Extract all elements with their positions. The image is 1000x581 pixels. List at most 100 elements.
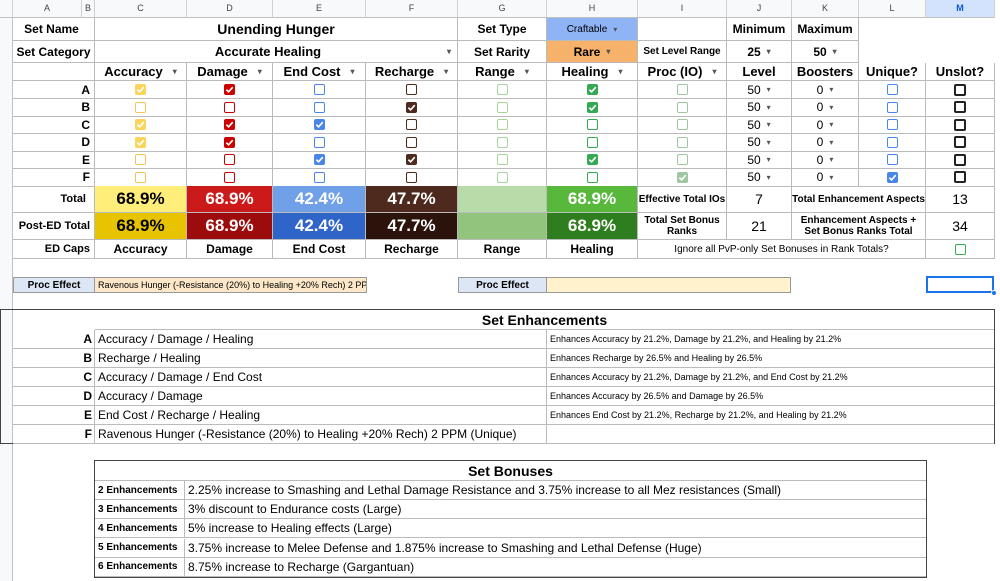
checkbox-checked[interactable] (406, 154, 417, 165)
checkbox-unchecked[interactable] (954, 118, 966, 131)
checkbox-checked[interactable] (586, 84, 598, 95)
checkbox-checked[interactable] (406, 101, 417, 113)
checkbox-unchecked[interactable] (313, 101, 325, 113)
grid-header-healing[interactable]: Healing ▾ (547, 63, 638, 81)
grid-row-e-boosters-dropdown[interactable]: 0 ▾ (792, 151, 859, 169)
grid-header-proc-io-[interactable]: Proc (IO) ▾ (638, 63, 727, 81)
checkbox-checked[interactable] (313, 119, 325, 130)
grid-row-a-boosters-dropdown[interactable]: 0 ▾ (792, 81, 859, 99)
checkbox-unchecked[interactable] (496, 119, 508, 130)
checkbox-unchecked[interactable] (406, 171, 417, 183)
grid-row-c-boosters-dropdown[interactable]: 0 ▾ (792, 116, 859, 134)
column-header-C[interactable]: C (95, 0, 187, 18)
column-header-E[interactable]: E (273, 0, 366, 18)
grid-header-unslot-[interactable]: Unslot? (926, 63, 995, 81)
checkbox-checked[interactable] (676, 171, 688, 183)
column-header-A[interactable]: A (13, 0, 82, 18)
checkbox-unchecked[interactable] (496, 101, 508, 113)
grid-row-d-level-dropdown[interactable]: 50 ▾ (727, 133, 792, 152)
grid-header-level[interactable]: Level (727, 63, 792, 81)
checkbox-unchecked[interactable] (224, 154, 235, 165)
grid-row-e-level-dropdown[interactable]: 50 ▾ (727, 151, 792, 169)
checkbox-checked[interactable] (135, 84, 146, 95)
checkbox-unchecked[interactable] (954, 243, 966, 255)
checkbox-unchecked[interactable] (954, 136, 966, 148)
checkbox-checked[interactable] (586, 154, 598, 165)
grid-header-recharge[interactable]: Recharge ▾ (366, 63, 458, 81)
grid-row-b-level-dropdown[interactable]: 50 ▾ (727, 98, 792, 117)
checkbox-unchecked[interactable] (496, 171, 508, 183)
column-header-L[interactable]: L (859, 0, 926, 18)
checkbox-unchecked[interactable] (406, 84, 417, 95)
checkbox-unchecked[interactable] (954, 101, 966, 113)
grid-header-accuracy[interactable]: Accuracy ▾ (95, 63, 187, 81)
checkbox-checked[interactable] (586, 101, 598, 113)
checkbox-unchecked[interactable] (886, 119, 898, 130)
checkbox-unchecked[interactable] (586, 119, 598, 130)
checkbox-unchecked[interactable] (676, 101, 688, 113)
checkbox-unchecked[interactable] (496, 84, 508, 95)
grid-header-boosters[interactable]: Boosters (792, 63, 859, 81)
column-header-G[interactable]: G (458, 0, 547, 18)
column-header-F[interactable]: F (366, 0, 458, 18)
grid-row-b-boosters-dropdown[interactable]: 0 ▾ (792, 98, 859, 117)
checkbox-unchecked[interactable] (676, 136, 688, 148)
checkbox-unchecked[interactable] (135, 154, 146, 165)
checkbox-unchecked[interactable] (586, 136, 598, 148)
checkbox-unchecked[interactable] (586, 171, 598, 183)
grid-header-end-cost[interactable]: End Cost ▾ (273, 63, 366, 81)
grid-row-a-level-dropdown[interactable]: 50 ▾ (727, 81, 792, 99)
checkbox-unchecked[interactable] (676, 154, 688, 165)
column-header-D[interactable]: D (187, 0, 273, 18)
checkbox-unchecked[interactable] (954, 153, 966, 166)
set-category-dropdown[interactable]: Accurate Healing ▾ (95, 41, 458, 63)
max-level-dropdown[interactable]: 50 ▾ (792, 41, 859, 63)
checkbox-checked[interactable] (313, 154, 325, 165)
checkbox-checked[interactable] (224, 136, 235, 148)
checkbox-unchecked[interactable] (886, 84, 898, 95)
grid-header-damage[interactable]: Damage ▾ (187, 63, 273, 81)
checkbox-checked[interactable] (135, 119, 146, 130)
checkbox-checked[interactable] (224, 84, 235, 95)
checkbox-unchecked[interactable] (313, 84, 325, 95)
checkbox-unchecked[interactable] (954, 171, 966, 183)
column-header-M[interactable]: M (926, 0, 995, 18)
checkbox-unchecked[interactable] (954, 83, 966, 96)
proc-effect-value[interactable]: Ravenous Hunger (-Resistance (20%) to He… (95, 277, 367, 293)
checkbox-unchecked[interactable] (496, 154, 508, 165)
set-rarity-dropdown[interactable]: Rare ▾ (547, 41, 638, 63)
checkbox-unchecked[interactable] (886, 136, 898, 148)
checkbox-unchecked[interactable] (886, 154, 898, 165)
grid-header-unique-[interactable]: Unique? (859, 63, 926, 81)
column-header-H[interactable]: H (547, 0, 638, 18)
grid-row-d-boosters-dropdown[interactable]: 0 ▾ (792, 133, 859, 152)
selected-cell[interactable] (926, 276, 994, 293)
checkbox-unchecked[interactable] (135, 101, 146, 113)
column-header-K[interactable]: K (792, 0, 859, 18)
grid-row-f-boosters-dropdown[interactable]: 0 ▾ (792, 168, 859, 187)
set-type-dropdown[interactable]: Craftable ▾ (547, 18, 638, 41)
min-level-dropdown[interactable]: 25 ▾ (727, 41, 792, 63)
checkbox-unchecked[interactable] (676, 84, 688, 95)
checkbox-unchecked[interactable] (135, 171, 146, 183)
set-name-value[interactable]: Unending Hunger (95, 18, 458, 41)
checkbox-unchecked[interactable] (676, 119, 688, 130)
grid-row-f-level-dropdown[interactable]: 50 ▾ (727, 168, 792, 187)
checkbox-unchecked[interactable] (313, 171, 325, 183)
column-header-B[interactable]: B (82, 0, 95, 18)
checkbox-checked[interactable] (224, 119, 235, 130)
grid-header-range[interactable]: Range ▾ (458, 63, 547, 81)
grid-row-c-level-dropdown[interactable]: 50 ▾ (727, 116, 792, 134)
checkbox-checked[interactable] (135, 136, 146, 148)
checkbox-unchecked[interactable] (406, 119, 417, 130)
checkbox-unchecked[interactable] (496, 136, 508, 148)
checkbox-checked[interactable] (886, 171, 898, 183)
checkbox-unchecked[interactable] (224, 171, 235, 183)
proc-effect-value-2[interactable] (547, 277, 791, 293)
column-header-J[interactable]: J (727, 0, 792, 18)
checkbox-unchecked[interactable] (886, 101, 898, 113)
checkbox-unchecked[interactable] (224, 101, 235, 113)
checkbox-unchecked[interactable] (406, 136, 417, 148)
column-header-I[interactable]: I (638, 0, 727, 18)
fill-handle[interactable] (991, 290, 997, 296)
